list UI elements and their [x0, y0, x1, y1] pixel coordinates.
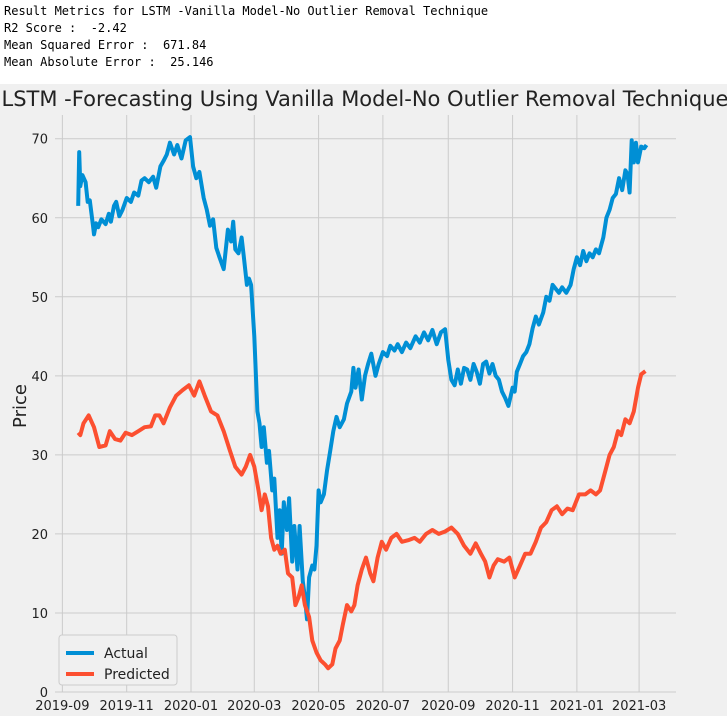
metrics-header: Result Metrics for LSTM -Vanilla Model-N…	[4, 4, 489, 18]
x-tick-label: 2021-03	[612, 699, 666, 714]
y-axis-label: Price	[10, 384, 31, 428]
legend-predicted-label: Predicted	[104, 667, 170, 683]
x-tick-labels: 2019-09 2019-11 2020-01 2020-03 2020-05 2020-…	[35, 699, 666, 714]
y-tick-label: 50	[31, 291, 48, 306]
y-tick-label: 0	[40, 686, 48, 701]
x-tick-label: 2020-03	[227, 699, 281, 714]
mean-squared-error: Mean Squared Error : 671.84	[4, 38, 207, 52]
chart-svg: LSTM -Forecasting Using Vanilla Model-No…	[2, 87, 727, 714]
y-tick-label: 20	[31, 528, 48, 543]
x-tick-label: 2020-05	[291, 699, 345, 714]
grid-lines	[55, 115, 676, 693]
legend-actual-label: Actual	[104, 646, 148, 662]
x-tick-label: 2021-01	[550, 699, 604, 714]
chart-figure: LSTM -Forecasting Using Vanilla Model-No…	[0, 84, 727, 716]
r2-score: R2 Score : -2.42	[4, 21, 127, 35]
x-tick-label: 2020-11	[485, 699, 539, 714]
legend: Actual Predicted	[58, 634, 178, 686]
y-tick-labels: 0 10 20 30 40 50 60 70	[31, 133, 48, 701]
x-tick-label: 2020-09	[421, 699, 475, 714]
x-tick-label: 2019-11	[100, 699, 154, 714]
series-line-actual	[76, 135, 649, 622]
x-tick-label: 2020-07	[356, 699, 410, 714]
x-tick-label: 2020-01	[164, 699, 218, 714]
result-metrics: Result Metrics for LSTM -Vanilla Model-N…	[4, 3, 488, 71]
chart-title: LSTM -Forecasting Using Vanilla Model-No…	[2, 87, 727, 111]
x-tick-label: 2019-09	[35, 699, 89, 714]
series-line-predicted	[76, 369, 647, 671]
y-tick-label: 30	[31, 449, 48, 464]
mean-absolute-error: Mean Absolute Error : 25.146	[4, 55, 214, 69]
series-lines	[76, 135, 649, 671]
y-tick-label: 40	[31, 370, 48, 385]
y-tick-label: 10	[31, 607, 48, 622]
y-tick-label: 70	[31, 133, 48, 148]
y-tick-label: 60	[31, 212, 48, 227]
